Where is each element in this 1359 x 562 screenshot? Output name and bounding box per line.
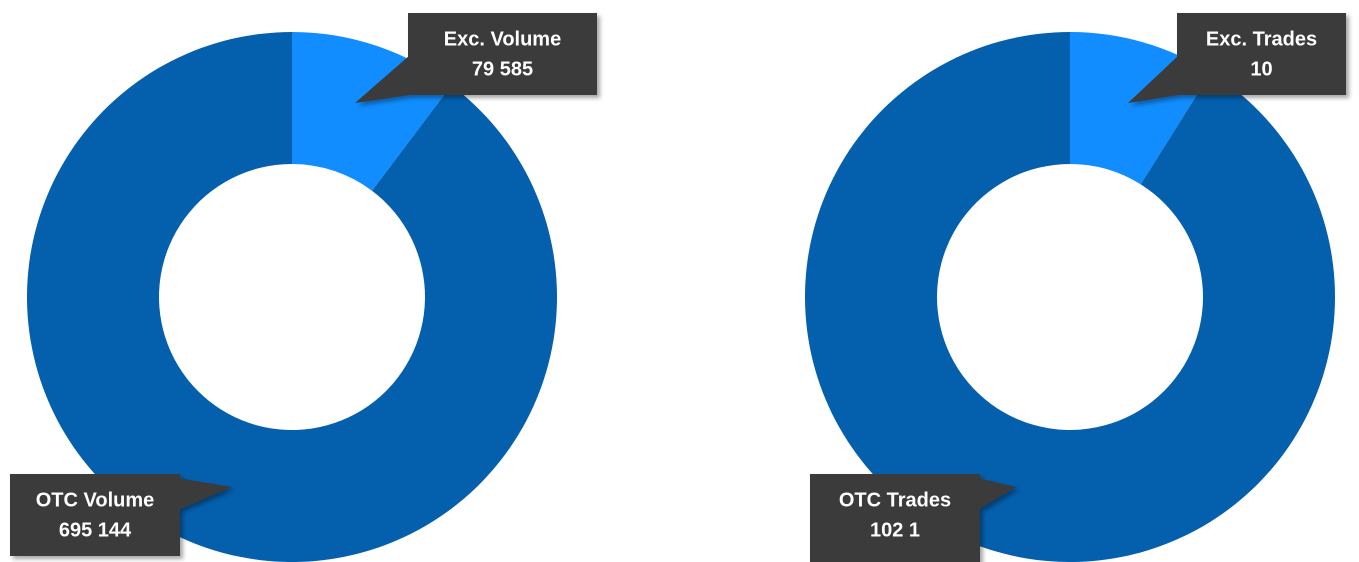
label-box: [810, 474, 980, 562]
data-label: [355, 13, 597, 103]
label-box: [408, 13, 597, 95]
data-label: [810, 474, 1016, 562]
donut-slice: [805, 32, 1336, 562]
label-name: Exc. Trades: [1206, 28, 1317, 50]
donut-slice: [26, 32, 557, 562]
label-pointer: [355, 55, 410, 103]
label-box: [1177, 13, 1346, 95]
label-value: 10: [1250, 58, 1272, 80]
data-label: [10, 474, 232, 556]
label-pointer: [178, 478, 232, 510]
data-label: [1128, 13, 1346, 103]
label-pointer: [978, 478, 1016, 510]
label-value: 695 144: [59, 519, 132, 541]
label-pointer: [1128, 55, 1179, 103]
label-value: 79 585: [472, 58, 533, 80]
label-value: 102 1: [870, 519, 920, 541]
label-box: [10, 474, 180, 556]
label-name: OTC Volume: [36, 489, 155, 511]
label-name: OTC Trades: [839, 489, 951, 511]
label-name: Exc. Volume: [444, 28, 561, 50]
